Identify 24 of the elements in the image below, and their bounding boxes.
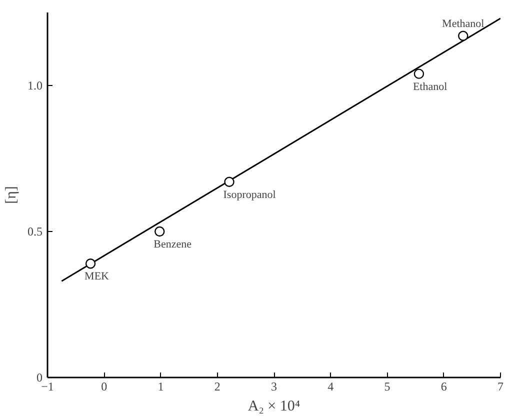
point — [224, 176, 234, 187]
x-tick-label: −1 — [41, 380, 54, 394]
x-tick-label: 1 — [158, 380, 164, 394]
y-axis-title: [η] — [4, 186, 20, 204]
point — [414, 68, 424, 79]
point — [154, 226, 165, 237]
point — [85, 258, 96, 269]
annotation: Methanol — [442, 18, 484, 30]
x-tick-label: 7 — [498, 380, 504, 394]
annotation: Benzene — [154, 238, 192, 250]
x-tick-label: 3 — [271, 380, 277, 394]
x-axis-title: A₂ × 10⁴ — [248, 398, 300, 414]
annotation: Isopropanol — [223, 188, 276, 201]
x-tick-label: 6 — [440, 380, 447, 394]
x-tick-label: 0 — [101, 380, 108, 394]
y-tick-label: 1.0 — [28, 78, 42, 92]
annotation: MEK — [84, 270, 110, 283]
x-tick-label: 2 — [214, 380, 220, 394]
x-tick-label: 4 — [328, 380, 334, 394]
annotation: Ethanol — [412, 80, 448, 93]
point — [458, 30, 468, 41]
x-tick-label: 5 — [384, 380, 390, 394]
y-tick-label: 0.5 — [28, 224, 42, 238]
y-tick-label: 0 — [36, 370, 42, 384]
